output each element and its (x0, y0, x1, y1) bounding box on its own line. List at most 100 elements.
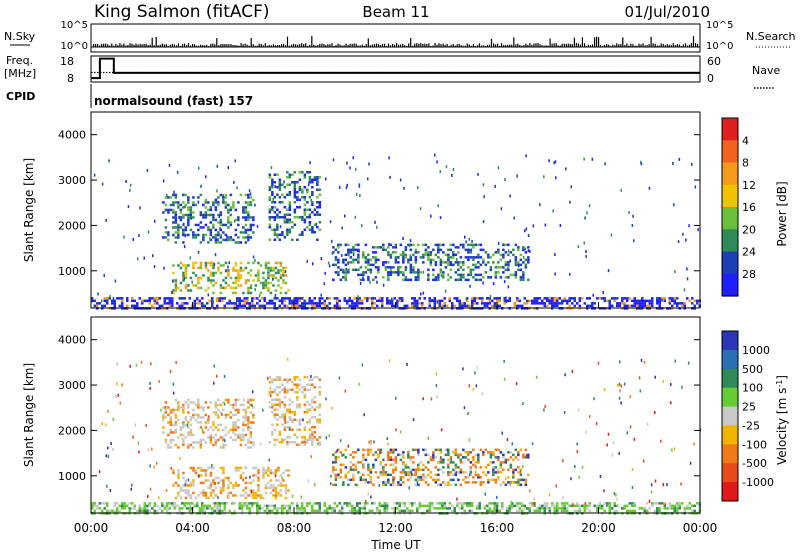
echo-cell (268, 299, 271, 303)
echo-cell (316, 206, 319, 209)
echo-scatter (306, 259, 308, 263)
echo-cell (658, 509, 661, 513)
echo-cell (187, 421, 190, 424)
echo-cell (277, 484, 280, 487)
echo-cell (239, 231, 243, 234)
echo-cell (167, 406, 170, 409)
echo-cell (169, 431, 173, 434)
echo-cell (182, 408, 185, 412)
echo-scatter (134, 423, 136, 427)
echo-cell (192, 433, 195, 437)
echo-cell (466, 502, 469, 505)
echo-cell (507, 261, 510, 264)
echo-scatter (347, 444, 350, 448)
echo-scatter (555, 176, 557, 180)
echo-scatter (451, 174, 453, 177)
echo-cell (252, 489, 255, 492)
echo-cell (197, 286, 200, 290)
echo-cell (169, 446, 173, 449)
echo-cell (462, 261, 465, 264)
echo-cell (311, 504, 314, 508)
noise-bar (297, 44, 299, 47)
echo-cell (207, 279, 210, 282)
echo-cell (204, 289, 208, 292)
echo-cell (209, 494, 213, 497)
echo-cell (553, 299, 556, 303)
echo-cell (96, 504, 99, 508)
echo-cell (477, 453, 480, 457)
echo-cell (477, 456, 480, 459)
echo-cell (222, 198, 225, 202)
echo-cell (273, 391, 277, 394)
echo-cell (271, 186, 274, 189)
echo-scatter (325, 436, 328, 440)
echo-scatter (369, 280, 371, 284)
echo-cell (246, 297, 249, 300)
echo-cell (422, 261, 425, 264)
echo-scatter (196, 297, 198, 301)
echo-cell (444, 453, 448, 457)
echo-cell (676, 507, 679, 510)
echo-cell (381, 299, 384, 303)
echo-cell (208, 504, 211, 508)
echo-cell (252, 413, 255, 417)
echo-cell (318, 203, 322, 206)
echo-cell (177, 446, 180, 449)
echo-cell (389, 458, 393, 462)
echo-scatter (620, 188, 622, 192)
echo-cell (428, 302, 431, 305)
echo-cell (266, 507, 269, 510)
echo-cell (242, 428, 245, 432)
echo-cell (303, 403, 307, 406)
echo-cell (177, 471, 180, 475)
echo-scatter (481, 392, 484, 396)
echo-scatter (382, 283, 385, 287)
echo-cell (247, 426, 250, 429)
echo-cell (239, 403, 243, 407)
echo-cell (497, 448, 500, 452)
echo-cell (352, 451, 355, 454)
echo-cell (167, 208, 170, 212)
echo-cell (192, 491, 195, 495)
echo-scatter (417, 186, 419, 190)
noise-bar (632, 44, 634, 47)
echo-cell (394, 461, 398, 464)
echo-cell (113, 304, 116, 308)
echo-cell (536, 507, 539, 510)
echo-cell (401, 502, 404, 505)
echo-cell (284, 291, 288, 295)
echo-cell (356, 502, 359, 505)
echo-scatter (363, 413, 365, 417)
echo-cell (328, 504, 331, 508)
noise-bar (656, 45, 658, 47)
echo-cell (457, 273, 460, 277)
echo-cell (226, 302, 229, 305)
echo-cell (504, 268, 508, 272)
echo-cell (96, 302, 99, 305)
echo-scatter (633, 239, 635, 243)
echo-cell (234, 469, 238, 472)
echo-cell (347, 271, 350, 274)
noise-bar (319, 43, 321, 47)
echo-scatter (129, 188, 131, 192)
echo-cell (189, 276, 193, 280)
echo-cell (283, 418, 287, 421)
echo-cell (334, 263, 338, 267)
noise-bar (121, 44, 123, 47)
echo-scatter (456, 497, 458, 501)
echo-cell (116, 507, 119, 510)
echo-scatter (412, 418, 415, 422)
echo-cell (241, 509, 244, 513)
echo-cell (234, 426, 238, 429)
echo-cell (201, 304, 204, 308)
echo-cell (362, 456, 365, 459)
echo-cell (477, 256, 480, 259)
echo-cell (441, 304, 444, 308)
echo-cell (388, 302, 391, 305)
echo-cell (613, 299, 616, 303)
echo-cell (432, 458, 435, 462)
echo-cell (514, 256, 518, 259)
echo-cell (411, 504, 414, 508)
echo-cell (493, 297, 496, 300)
